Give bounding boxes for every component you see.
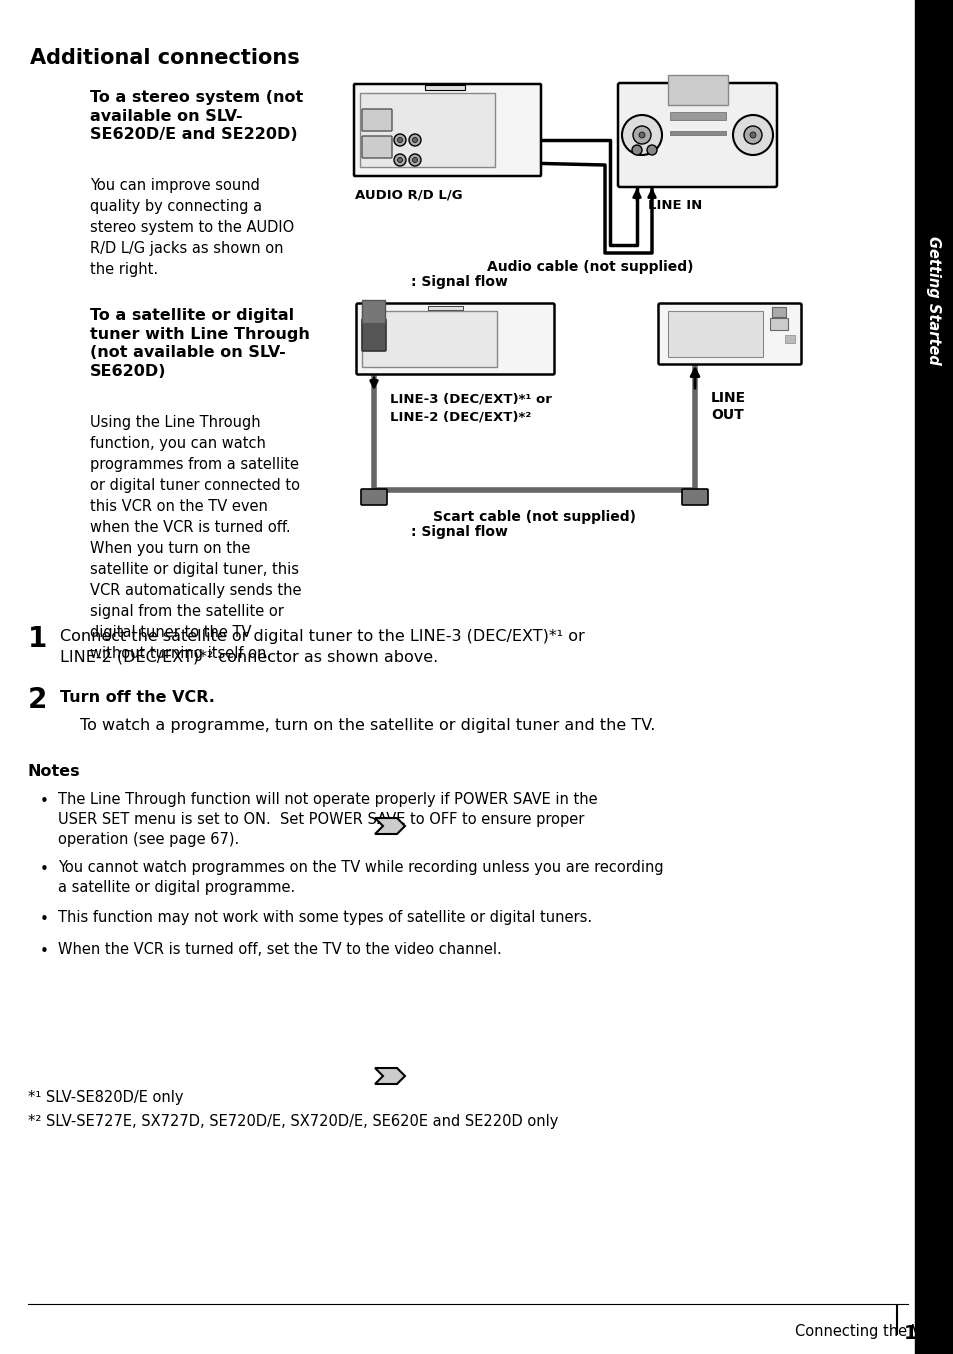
Circle shape: [412, 138, 417, 142]
Text: : Signal flow: : Signal flow: [411, 525, 507, 539]
Circle shape: [397, 138, 402, 142]
Text: Notes: Notes: [28, 764, 81, 779]
Circle shape: [412, 157, 417, 162]
Text: •: •: [40, 793, 49, 808]
Text: LINE IN: LINE IN: [647, 199, 701, 213]
Text: 2: 2: [28, 686, 48, 714]
Bar: [428, 306, 462, 310]
FancyBboxPatch shape: [681, 489, 707, 505]
Circle shape: [633, 126, 650, 144]
Circle shape: [394, 154, 406, 167]
Text: Turn off the VCR.: Turn off the VCR.: [60, 691, 214, 705]
Polygon shape: [375, 818, 405, 834]
Text: 19: 19: [903, 1324, 930, 1343]
Circle shape: [749, 131, 755, 138]
Circle shape: [732, 115, 772, 154]
Circle shape: [397, 157, 402, 162]
Text: Connecting the VCR: Connecting the VCR: [794, 1324, 942, 1339]
Text: AUDIO R/D L/G: AUDIO R/D L/G: [355, 190, 462, 202]
Bar: [669, 112, 725, 121]
Text: *¹ SLV-SE820D/E only: *¹ SLV-SE820D/E only: [28, 1090, 183, 1105]
Text: You cannot watch programmes on the TV while recording unless you are recording
a: You cannot watch programmes on the TV wh…: [58, 860, 663, 895]
Bar: [669, 131, 725, 135]
Text: •: •: [40, 944, 49, 959]
Text: To watch a programme, turn on the satellite or digital tuner and the TV.: To watch a programme, turn on the satell…: [80, 718, 655, 733]
FancyBboxPatch shape: [361, 135, 392, 158]
Text: LINE
OUT: LINE OUT: [710, 391, 745, 422]
Bar: [667, 311, 762, 357]
Text: To a stereo system (not
available on SLV-
SE620D/E and SE220D): To a stereo system (not available on SLV…: [90, 89, 303, 142]
Text: Connect the satellite or digital tuner to the LINE-3 (DEC/EXT)*¹ or
LINE-2 (DEC/: Connect the satellite or digital tuner t…: [60, 630, 584, 665]
Circle shape: [621, 115, 661, 154]
Text: This function may not work with some types of satellite or digital tuners.: This function may not work with some typ…: [58, 910, 592, 925]
Bar: [769, 318, 787, 330]
Text: Additional connections: Additional connections: [30, 47, 299, 68]
Text: LINE-3 (DEC/EXT)*¹ or
LINE-2 (DEC/EXT)*²: LINE-3 (DEC/EXT)*¹ or LINE-2 (DEC/EXT)*²: [390, 393, 551, 422]
Text: : Signal flow: : Signal flow: [411, 275, 507, 288]
Bar: [424, 85, 464, 89]
Bar: [667, 74, 727, 106]
Text: The Line Through function will not operate properly if POWER SAVE in the
USER SE: The Line Through function will not opera…: [58, 792, 597, 846]
Text: Getting Started: Getting Started: [925, 236, 941, 364]
Text: When the VCR is turned off, set the TV to the video channel.: When the VCR is turned off, set the TV t…: [58, 942, 501, 957]
Circle shape: [646, 145, 657, 154]
Bar: [361, 311, 497, 367]
Circle shape: [394, 134, 406, 146]
Polygon shape: [375, 1068, 405, 1085]
Bar: [771, 307, 785, 317]
FancyBboxPatch shape: [360, 489, 387, 505]
Bar: [359, 93, 495, 167]
FancyBboxPatch shape: [361, 110, 392, 131]
FancyBboxPatch shape: [354, 84, 540, 176]
Circle shape: [409, 154, 420, 167]
Bar: [784, 334, 794, 343]
Text: *² SLV-SE727E, SX727D, SE720D/E, SX720D/E, SE620E and SE220D only: *² SLV-SE727E, SX727D, SE720D/E, SX720D/…: [28, 1114, 558, 1129]
FancyBboxPatch shape: [618, 83, 776, 187]
Circle shape: [639, 131, 644, 138]
FancyBboxPatch shape: [361, 320, 386, 351]
Text: •: •: [40, 913, 49, 927]
FancyBboxPatch shape: [362, 301, 385, 324]
Text: Using the Line Through
function, you can watch
programmes from a satellite
or di: Using the Line Through function, you can…: [90, 414, 301, 661]
Circle shape: [409, 134, 420, 146]
Bar: [914, 0, 953, 1354]
Text: Scart cable (not supplied): Scart cable (not supplied): [433, 510, 636, 524]
Text: You can improve sound
quality by connecting a
stereo system to the AUDIO
R/D L/G: You can improve sound quality by connect…: [90, 177, 294, 278]
Text: To a satellite or digital
tuner with Line Through
(not available on SLV-
SE620D): To a satellite or digital tuner with Lin…: [90, 307, 310, 379]
FancyBboxPatch shape: [356, 303, 554, 375]
FancyBboxPatch shape: [658, 303, 801, 364]
Text: •: •: [40, 862, 49, 877]
Circle shape: [743, 126, 761, 144]
Text: Audio cable (not supplied): Audio cable (not supplied): [486, 260, 693, 274]
Circle shape: [631, 145, 641, 154]
Text: 1: 1: [28, 626, 48, 653]
